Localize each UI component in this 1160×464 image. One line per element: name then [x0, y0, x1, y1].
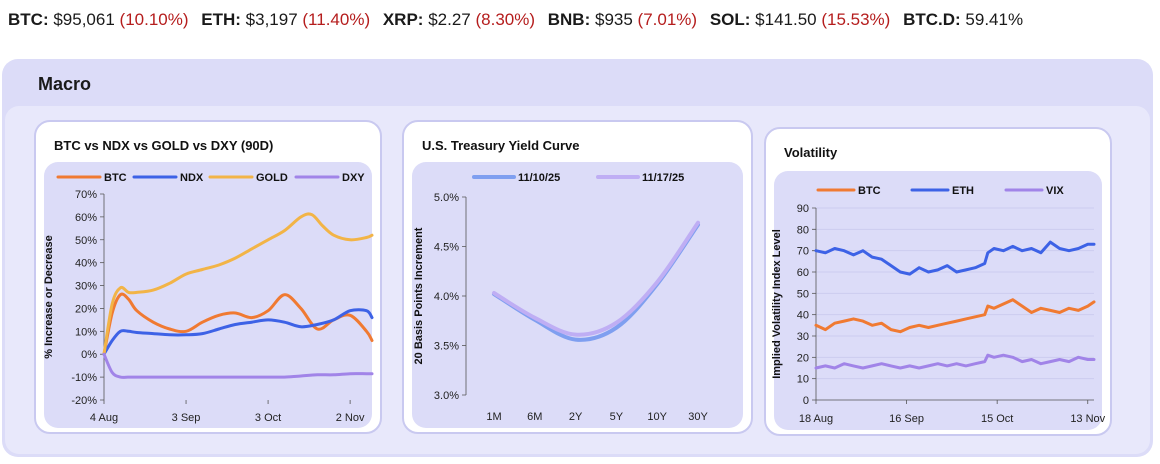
x-tick-label: 15 Oct [981, 413, 1013, 425]
y-tick-label: 60 [797, 267, 809, 279]
ticker-price: $3,197 [245, 10, 298, 29]
crypto-ticker-bar: BTC: $95,061 (10.10%) ETH: $3,197 (11.40… [8, 8, 1153, 32]
y-tick-label: 40 [797, 310, 809, 322]
y-tick-label: 70% [75, 189, 97, 201]
ticker-change: (10.10%) [119, 10, 189, 29]
ticker-symbol: XRP: [382, 10, 424, 29]
x-tick-label: 2Y [569, 411, 583, 423]
volatility-chart-card: Volatility 0 10 20 30 40 50 60 70 80 90 18 Aug 16 S… [764, 127, 1112, 436]
chart-title: U.S. Treasury Yield Curve [422, 138, 580, 153]
ticker-price: $95,061 [53, 10, 115, 29]
y-tick-label: 5.0% [434, 192, 459, 204]
ticker-symbol: SOL: [709, 10, 751, 29]
ticker-price: $935 [594, 10, 633, 29]
x-tick-label: 4 Aug [90, 412, 118, 424]
ticker-item-sol: SOL: $141.50 (15.53%) [710, 10, 891, 29]
y-axis-label: Implied Volatility Index Level [771, 229, 783, 379]
y-tick-label: 3.5% [434, 341, 459, 353]
legend-label: 11/10/25 [518, 172, 560, 184]
series-line-11-10-25 [492, 222, 700, 342]
series-line-vix [814, 353, 1096, 370]
legend-label: ETH [952, 185, 974, 197]
ticker-price: $2.27 [428, 10, 471, 29]
x-tick-label: 1M [486, 411, 501, 423]
y-axis-label: % Increase or Decrease [43, 235, 55, 359]
series-line-eth [814, 240, 1096, 276]
ticker-change: (7.01%) [637, 10, 698, 29]
legend-label: GOLD [256, 172, 288, 184]
series-line-11-17-25 [492, 220, 700, 337]
line-chart: 0 10 20 30 40 50 60 70 80 90 18 Aug 16 Sep 15 Oct 13 … [771, 185, 1106, 425]
y-tick-label: 30 [797, 331, 809, 343]
y-tick-label: 70 [797, 246, 809, 258]
series-line-ndx [102, 308, 374, 356]
ticker-change: (8.30%) [475, 10, 536, 29]
x-tick-label: 5Y [610, 411, 624, 423]
series-line-gold [102, 212, 374, 356]
x-tick-label: 3 Oct [255, 412, 281, 424]
x-tick-label: 3 Sep [172, 412, 201, 424]
y-tick-label: -10% [71, 372, 97, 384]
y-tick-label: 20% [75, 303, 97, 315]
ticker-change: (11.40%) [302, 10, 371, 29]
x-tick-label: 16 Sep [889, 413, 924, 425]
y-tick-label: 4.5% [434, 242, 459, 254]
y-tick-label: 80 [797, 224, 809, 236]
ticker-symbol: BTC.D: [903, 10, 961, 29]
ticker-symbol: BNB: [547, 10, 591, 29]
treasury-yield-curve-card: U.S. Treasury Yield Curve 3.0% 3.5% 4.0% 4.… [402, 120, 753, 434]
legend-label: NDX [180, 172, 204, 184]
x-tick-label: 18 Aug [799, 413, 833, 425]
y-tick-label: 50% [75, 235, 97, 247]
y-tick-label: 90 [797, 203, 809, 215]
y-tick-label: 20 [797, 352, 809, 364]
y-tick-label: 0 [803, 395, 809, 407]
legend-label: VIX [1046, 185, 1064, 197]
ticker-item-xrp: XRP: $2.27 (8.30%) [383, 10, 535, 29]
x-tick-label: 6M [527, 411, 542, 423]
legend-label: 11/17/25 [642, 172, 684, 184]
y-tick-label: 50 [797, 288, 809, 300]
chart-title: BTC vs NDX vs GOLD vs DXY (90D) [54, 138, 274, 153]
ticker-symbol: BTC: [8, 10, 49, 29]
y-tick-label: 4.0% [434, 291, 459, 303]
y-tick-label: 40% [75, 258, 97, 270]
ticker-item-eth: ETH: $3,197 (11.40%) [201, 10, 370, 29]
y-tick-label: 10% [75, 326, 97, 338]
ticker-item-bnb: BNB: $935 (7.01%) [548, 10, 697, 29]
legend-label: BTC [858, 185, 881, 197]
ticker-symbol: ETH: [201, 10, 241, 29]
y-tick-label: 0% [81, 349, 97, 361]
series-line-dxy [102, 352, 374, 379]
ticker-price: 59.41% [965, 10, 1024, 29]
y-tick-label: 3.0% [434, 390, 459, 402]
plot-background [774, 171, 1102, 430]
y-tick-label: -20% [71, 395, 97, 407]
x-tick-label: 30Y [688, 411, 708, 423]
y-axis-label: 20 Basis Points Increment [413, 227, 425, 364]
x-tick-label: 10Y [647, 411, 667, 423]
x-tick-label: 2 Nov [336, 412, 365, 424]
ticker-item-btc-dominance: BTC.D: 59.41% [903, 10, 1023, 29]
y-tick-label: 60% [75, 212, 97, 224]
x-tick-label: 13 Nov [1070, 413, 1105, 425]
ticker-price: $141.50 [755, 10, 817, 29]
line-chart: 3.0% 3.5% 4.0% 4.5% 5.0% 1M 6M 2Y 5Y 10Y 30Y 20 Bas… [413, 172, 708, 423]
plot-background [412, 162, 743, 428]
legend-label: DXY [342, 172, 365, 184]
ticker-item-btc: BTC: $95,061 (10.10%) [8, 10, 189, 29]
section-title: Macro [38, 74, 92, 94]
btc-ndx-gold-dxy-chart-card: BTC vs NDX vs GOLD vs DXY (90D) -20% -10%… [34, 120, 382, 434]
series-line-btc [814, 298, 1096, 334]
ticker-change: (15.53%) [821, 10, 891, 29]
y-tick-label: 30% [75, 281, 97, 293]
line-chart: -20% -10% 0% 10% 20% 30% 40% 50% 60% 70% 4 Aug 3 Se… [43, 172, 374, 424]
plot-background [44, 162, 372, 428]
chart-title: Volatility [784, 145, 838, 160]
y-tick-label: 10 [797, 374, 809, 386]
legend-label: BTC [104, 172, 127, 184]
